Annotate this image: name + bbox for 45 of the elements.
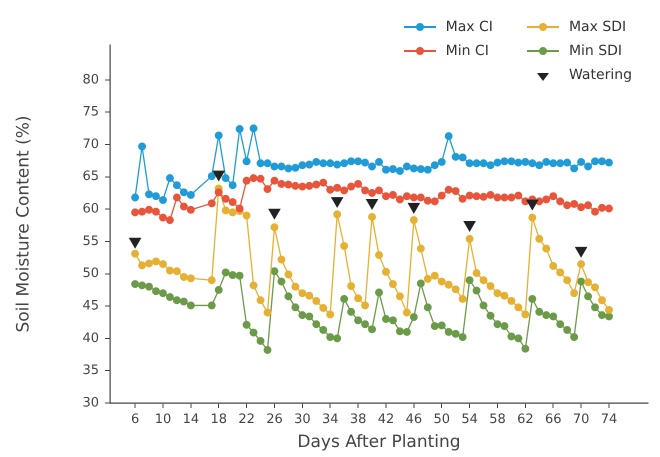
legend-label: Max CI — [446, 19, 493, 35]
x-tick-label: 6 — [130, 412, 140, 428]
y-tick-label: 50 — [82, 266, 99, 282]
legend-label: Min CI — [446, 43, 489, 59]
y-tick-label: 35 — [82, 363, 99, 378]
legend-label: Min SDI — [568, 43, 622, 59]
x-tick-label: 54 — [461, 412, 478, 428]
x-tick-label: 22 — [238, 412, 255, 428]
x-tick-label: 18 — [210, 412, 227, 428]
x-tick-label: 30 — [294, 412, 311, 428]
point — [212, 170, 225, 181]
point — [464, 220, 476, 232]
y-axis-title: Soil Moisture Content (%) — [14, 115, 34, 333]
x-tick-label: 50 — [433, 412, 450, 428]
x-tick-label: 74 — [600, 412, 618, 428]
y-tick-label: 45 — [82, 298, 99, 314]
y-tick-label: 40 — [82, 330, 99, 346]
y-tick-label: 55 — [82, 234, 99, 249]
point — [129, 238, 141, 248]
point — [366, 199, 378, 210]
point — [331, 197, 344, 208]
legend-label: Watering — [568, 67, 632, 83]
x-tick-label: 38 — [350, 412, 366, 428]
legend-label: Max SDI — [568, 19, 626, 35]
x-tick-label: 70 — [572, 412, 590, 428]
point — [526, 200, 538, 210]
x-tick-label: 42 — [378, 412, 394, 428]
y-tick-label: 30 — [82, 395, 99, 410]
x-tick-label: 66 — [544, 412, 562, 428]
x-tick-label: 14 — [182, 412, 200, 428]
x-axis-title: Days After Planting — [297, 432, 461, 452]
x-tick-label: 62 — [517, 412, 534, 428]
point — [575, 246, 587, 258]
y-tick-label: 60 — [82, 202, 99, 217]
y-tick-label: 65 — [82, 169, 99, 184]
y-tick-label: 80 — [82, 72, 99, 88]
x-tick-label: 46 — [406, 412, 422, 428]
x-tick-label: 26 — [266, 412, 283, 428]
y-tick-label: 70 — [82, 136, 99, 152]
point — [268, 208, 280, 220]
x-tick-label: 34 — [322, 412, 338, 428]
point — [408, 202, 420, 214]
y-tick-label: 75 — [82, 104, 99, 120]
x-tick-label: 10 — [154, 412, 172, 428]
x-tick-label: 58 — [489, 412, 506, 428]
